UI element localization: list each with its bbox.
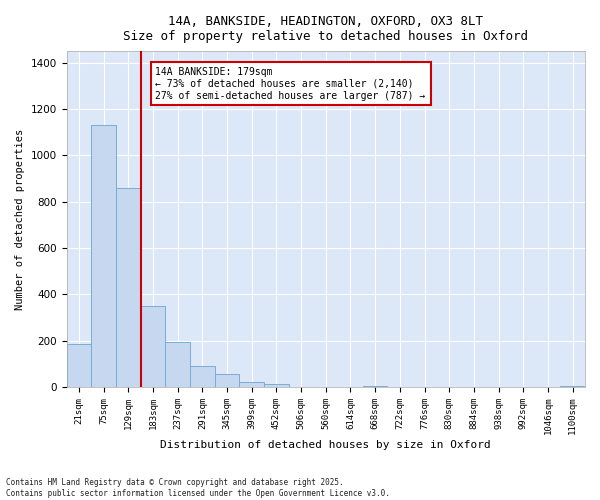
- Text: 14A BANKSIDE: 179sqm
← 73% of detached houses are smaller (2,140)
27% of semi-de: 14A BANKSIDE: 179sqm ← 73% of detached h…: [155, 68, 425, 100]
- Y-axis label: Number of detached properties: Number of detached properties: [15, 128, 25, 310]
- Title: 14A, BANKSIDE, HEADINGTON, OXFORD, OX3 8LT
Size of property relative to detached: 14A, BANKSIDE, HEADINGTON, OXFORD, OX3 8…: [123, 15, 528, 43]
- Bar: [560, 386, 585, 387]
- Bar: [116, 188, 140, 387]
- Bar: [67, 344, 91, 387]
- Bar: [190, 366, 215, 387]
- Bar: [363, 386, 388, 387]
- Text: Contains HM Land Registry data © Crown copyright and database right 2025.
Contai: Contains HM Land Registry data © Crown c…: [6, 478, 390, 498]
- Bar: [215, 374, 239, 387]
- Bar: [165, 342, 190, 387]
- X-axis label: Distribution of detached houses by size in Oxford: Distribution of detached houses by size …: [160, 440, 491, 450]
- Bar: [140, 306, 165, 387]
- Bar: [91, 126, 116, 387]
- Bar: [264, 384, 289, 387]
- Bar: [239, 382, 264, 387]
